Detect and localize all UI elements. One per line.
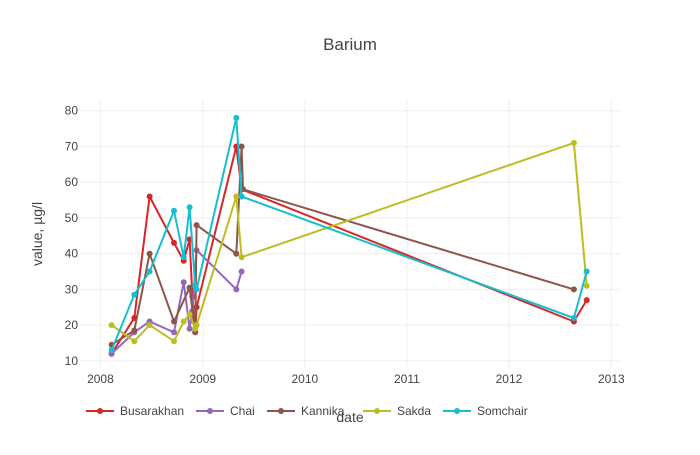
legend-label: Somchair bbox=[477, 404, 528, 418]
series-line bbox=[110, 116, 588, 351]
y-tick-label: 60 bbox=[65, 175, 79, 189]
data-point[interactable] bbox=[180, 279, 187, 286]
data-point[interactable] bbox=[131, 327, 138, 334]
data-point[interactable] bbox=[233, 286, 240, 293]
chart-title: Barium bbox=[323, 35, 377, 54]
legend-marker bbox=[207, 408, 213, 414]
x-tick-label: 2012 bbox=[496, 372, 523, 386]
data-point[interactable] bbox=[238, 193, 245, 200]
y-tick-label: 40 bbox=[65, 247, 79, 261]
data-point[interactable] bbox=[180, 254, 187, 261]
y-tick-label: 50 bbox=[65, 211, 79, 225]
legend-label: Chai bbox=[230, 404, 255, 418]
data-point[interactable] bbox=[146, 322, 153, 329]
legend-marker bbox=[278, 408, 284, 414]
data-point[interactable] bbox=[233, 250, 240, 257]
x-axis-title: date bbox=[336, 409, 363, 425]
legend-item-chai[interactable]: Chai bbox=[196, 404, 255, 418]
series-layer bbox=[108, 114, 590, 357]
legend-label: Sakda bbox=[397, 404, 431, 418]
data-point[interactable] bbox=[583, 297, 590, 304]
data-point[interactable] bbox=[186, 284, 193, 291]
data-point[interactable] bbox=[583, 282, 590, 289]
legend-marker bbox=[374, 408, 380, 414]
data-point[interactable] bbox=[186, 325, 193, 332]
x-tick-label: 2013 bbox=[598, 372, 625, 386]
data-point[interactable] bbox=[131, 291, 138, 298]
legend-item-kannika[interactable]: Kannika bbox=[267, 404, 345, 418]
grid bbox=[80, 100, 620, 368]
data-point[interactable] bbox=[171, 239, 177, 246]
data-point[interactable] bbox=[570, 139, 577, 146]
data-point[interactable] bbox=[171, 318, 177, 325]
legend-label: Kannika bbox=[301, 404, 345, 418]
data-point[interactable] bbox=[108, 322, 115, 329]
data-point[interactable] bbox=[570, 286, 577, 293]
data-point[interactable] bbox=[193, 322, 200, 329]
data-point[interactable] bbox=[238, 254, 245, 261]
y-axis-title: value, µg/l bbox=[29, 202, 45, 266]
legend-marker bbox=[97, 408, 103, 414]
y-tick-label: 10 bbox=[65, 354, 79, 368]
data-point[interactable] bbox=[570, 315, 577, 321]
data-point[interactable] bbox=[131, 338, 138, 345]
data-point[interactable] bbox=[583, 268, 590, 275]
data-point[interactable] bbox=[171, 329, 177, 336]
legend-item-somchair[interactable]: Somchair bbox=[443, 404, 528, 418]
data-point[interactable] bbox=[186, 311, 193, 318]
y-tick-label: 30 bbox=[65, 282, 79, 296]
legend-marker bbox=[454, 408, 460, 414]
y-tick-label: 20 bbox=[65, 318, 79, 332]
legend-item-busarakhan[interactable]: Busarakhan bbox=[86, 404, 184, 418]
legend-item-sakda[interactable]: Sakda bbox=[363, 404, 431, 418]
series-line bbox=[110, 249, 243, 355]
data-point[interactable] bbox=[146, 250, 153, 257]
legend: Busarakhan Chai Kannika Sakda Somchair bbox=[86, 404, 528, 418]
series-kannika bbox=[108, 143, 577, 348]
data-point[interactable] bbox=[180, 318, 187, 325]
axes: 10 20 30 40 50 60 70 80 2008 2009 2010 2011 2012 2013 bbox=[65, 104, 625, 386]
series-somchair bbox=[108, 114, 590, 354]
data-point[interactable] bbox=[238, 143, 245, 150]
data-point[interactable] bbox=[193, 222, 200, 229]
series-sakda bbox=[108, 139, 590, 345]
data-point[interactable] bbox=[146, 193, 153, 200]
series-chai bbox=[108, 247, 245, 357]
data-point[interactable] bbox=[146, 268, 153, 275]
data-point[interactable] bbox=[233, 114, 240, 121]
x-tick-label: 2010 bbox=[291, 372, 318, 386]
data-point[interactable] bbox=[193, 286, 200, 293]
data-point[interactable] bbox=[108, 347, 115, 354]
data-point[interactable] bbox=[233, 193, 240, 200]
series-line bbox=[111, 141, 588, 343]
x-tick-label: 2011 bbox=[394, 372, 420, 386]
data-point[interactable] bbox=[171, 207, 177, 214]
data-point[interactable] bbox=[171, 338, 177, 345]
x-tick-label: 2008 bbox=[87, 372, 114, 386]
y-tick-label: 80 bbox=[65, 104, 79, 118]
y-tick-label: 70 bbox=[65, 139, 79, 153]
data-point[interactable] bbox=[238, 268, 245, 275]
legend-label: Busarakhan bbox=[120, 404, 184, 418]
x-tick-label: 2009 bbox=[189, 372, 216, 386]
data-point[interactable] bbox=[186, 204, 193, 211]
